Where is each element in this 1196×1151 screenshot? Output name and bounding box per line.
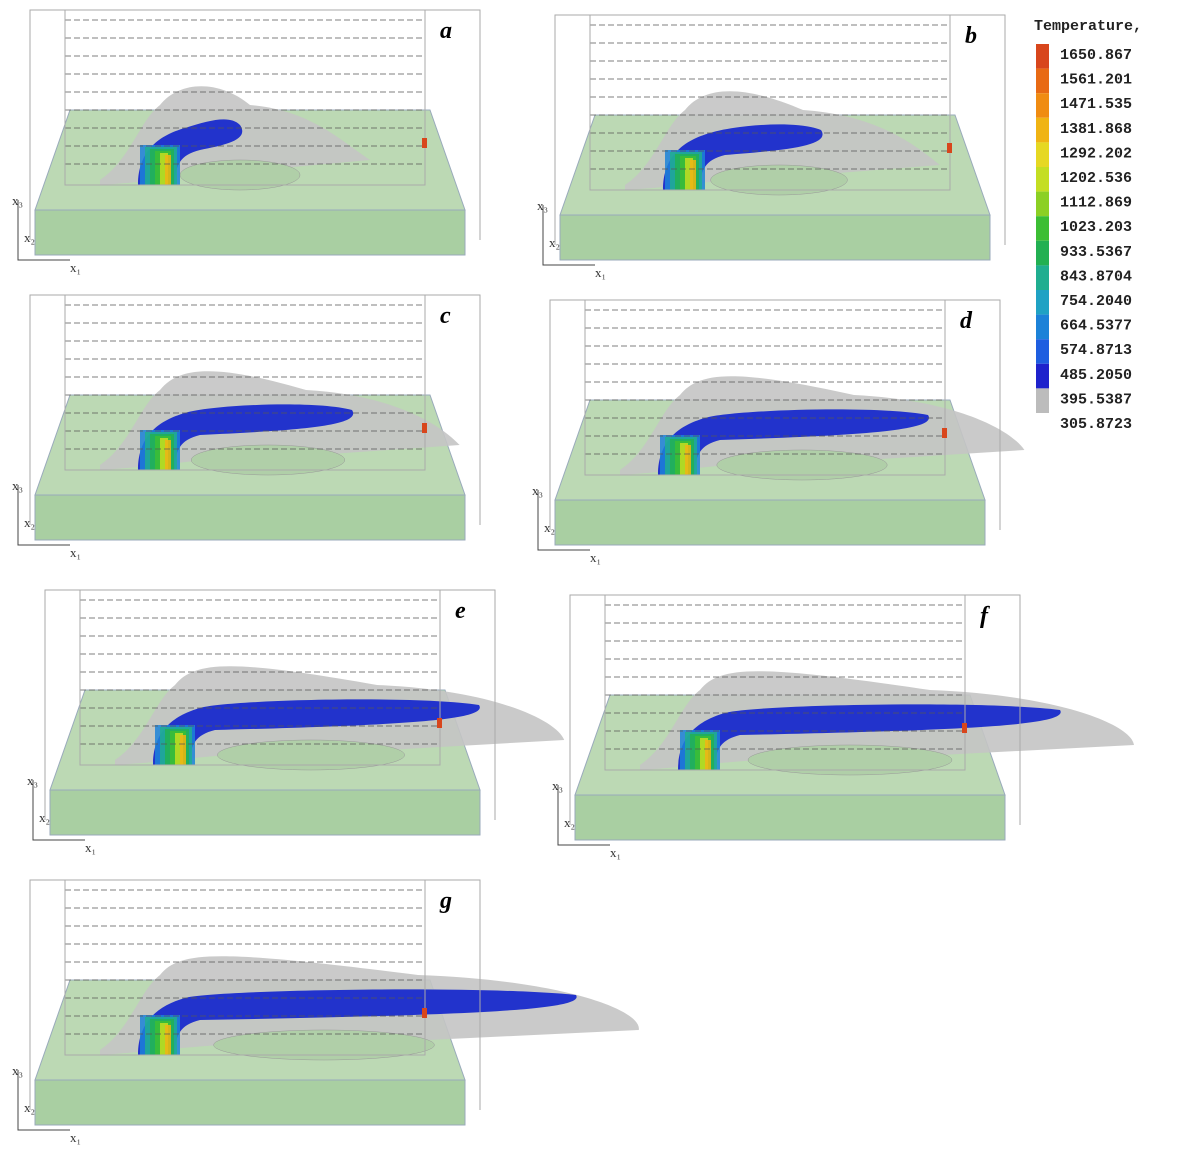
legend-swatch [1036, 339, 1049, 364]
panel: d x₃ x₂ x₁ [532, 300, 1024, 565]
column-band [685, 445, 691, 475]
legend-label: 933.5367 [1060, 244, 1132, 261]
legend-swatch [1036, 265, 1049, 290]
inlet-mark [422, 423, 427, 433]
axis-label: x₂ [544, 520, 555, 535]
legend-swatch [1036, 142, 1049, 167]
legend-swatch [1036, 364, 1049, 389]
panel: g x₃ x₂ x₁ [12, 880, 639, 1145]
axis-label: x₂ [24, 1100, 35, 1115]
legend-label: 485.2050 [1060, 367, 1132, 384]
panel: e x₃ x₂ x₁ [27, 590, 564, 855]
legend-label: 1471.535 [1060, 96, 1132, 113]
legend-label: 843.8704 [1060, 268, 1132, 285]
panel-label: f [980, 603, 990, 629]
figure: Temperature, 1650.867 1561.201 1471.535 138… [0, 0, 1196, 1151]
axis-label: x₃ [532, 483, 543, 498]
axis-label: x₁ [610, 845, 621, 860]
axis-label: x₂ [24, 230, 35, 245]
legend-label: 1202.536 [1060, 170, 1132, 187]
axis-label: x₃ [552, 778, 563, 793]
axis-label: x₂ [549, 235, 560, 250]
legend-swatch [1036, 290, 1049, 315]
legend-swatch [1036, 216, 1049, 241]
axis-label: x₂ [564, 815, 575, 830]
legend-swatch [1036, 388, 1049, 413]
legend-label: 395.5387 [1060, 391, 1132, 408]
column-band [690, 160, 696, 190]
column-band [180, 735, 186, 765]
axis-label: x₁ [70, 545, 81, 560]
panel-label: c [440, 303, 451, 329]
slab-front [50, 790, 480, 835]
legend-label: 1381.868 [1060, 121, 1132, 138]
axis-label: x₃ [12, 1063, 23, 1078]
axis-label: x₂ [24, 515, 35, 530]
legend-label: 664.5377 [1060, 318, 1132, 335]
column-band [165, 155, 171, 185]
legend-label: 1292.202 [1060, 145, 1132, 162]
slab-front [35, 210, 465, 255]
column-band [705, 740, 711, 770]
inlet-mark [962, 723, 967, 733]
inlet-mark [947, 143, 952, 153]
slab-front [35, 1080, 465, 1125]
legend-swatch [1036, 315, 1049, 340]
column-band [165, 440, 171, 470]
axis-label: x₁ [595, 265, 606, 280]
legend-label: 574.8713 [1060, 342, 1132, 359]
legend-swatch [1036, 192, 1049, 217]
panel-label: g [439, 888, 452, 914]
column-band [165, 1025, 171, 1055]
axis-label: x₃ [12, 478, 23, 493]
inlet-mark [422, 1008, 427, 1018]
legend-title: Temperature, [1034, 18, 1142, 35]
axis-label: x₁ [590, 550, 601, 565]
inlet-mark [422, 138, 427, 148]
axis-label: x₁ [70, 1130, 81, 1145]
axis-label: x₃ [537, 198, 548, 213]
legend-label: 1023.203 [1060, 219, 1132, 236]
axis-label: x₁ [85, 840, 96, 855]
panel-label: a [440, 18, 452, 44]
panel-label: e [455, 598, 466, 624]
panel-label: d [960, 308, 973, 334]
axis-label: x₃ [27, 773, 38, 788]
panel: a x₃ x₂ x₁ [12, 10, 480, 275]
legend-label: 1561.201 [1060, 72, 1132, 89]
slab-front [555, 500, 985, 545]
slab-front [575, 795, 1005, 840]
slab-front [35, 495, 465, 540]
legend-label: 1112.869 [1060, 195, 1132, 212]
inlet-mark [942, 428, 947, 438]
legend-label: 754.2040 [1060, 293, 1132, 310]
axis-label: x₁ [70, 260, 81, 275]
legend-swatch [1036, 167, 1049, 192]
panel: f x₃ x₂ x₁ [552, 595, 1134, 860]
legend-label: 305.8723 [1060, 416, 1132, 433]
legend-swatch [1036, 118, 1049, 143]
legend-swatch [1036, 69, 1049, 94]
axis-label: x₂ [39, 810, 50, 825]
panel-label: b [965, 23, 977, 49]
inlet-mark [437, 718, 442, 728]
panel: c x₃ x₂ x₁ [12, 295, 480, 560]
panel: b x₃ x₂ x₁ [537, 15, 1005, 280]
slab-front [560, 215, 990, 260]
legend-swatch [1036, 93, 1049, 118]
legend-label: 1650.867 [1060, 47, 1132, 64]
legend-swatch [1036, 44, 1049, 69]
axis-label: x₃ [12, 193, 23, 208]
legend-swatch [1036, 241, 1049, 266]
